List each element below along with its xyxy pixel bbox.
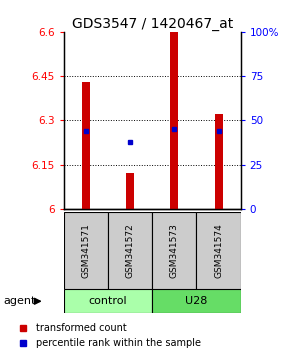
Bar xyxy=(64,289,152,313)
Text: GSM341571: GSM341571 xyxy=(81,223,90,278)
Text: U28: U28 xyxy=(185,296,208,306)
Bar xyxy=(171,32,178,209)
Bar xyxy=(215,114,222,209)
Bar xyxy=(152,212,197,289)
Bar xyxy=(64,212,108,289)
Title: GDS3547 / 1420467_at: GDS3547 / 1420467_at xyxy=(72,17,233,31)
Text: transformed count: transformed count xyxy=(36,322,127,332)
Text: GSM341572: GSM341572 xyxy=(126,223,135,278)
Bar xyxy=(82,82,90,209)
Bar xyxy=(152,289,241,313)
Text: agent: agent xyxy=(3,296,35,306)
Text: GSM341573: GSM341573 xyxy=(170,223,179,278)
Bar xyxy=(126,173,134,209)
Bar xyxy=(196,212,241,289)
Text: control: control xyxy=(89,296,127,306)
Text: GSM341574: GSM341574 xyxy=(214,223,223,278)
Bar xyxy=(108,212,152,289)
Text: percentile rank within the sample: percentile rank within the sample xyxy=(36,338,201,348)
